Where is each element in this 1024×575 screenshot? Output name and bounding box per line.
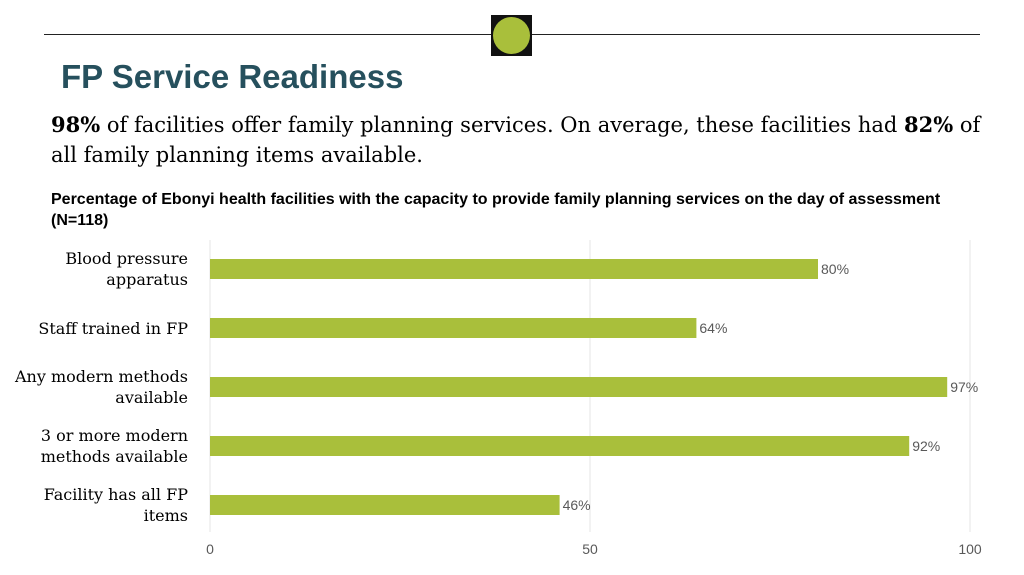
category-label: Facility has all FP items (43, 485, 188, 525)
data-label: 97% (950, 379, 978, 395)
category-label: Blood pressure apparatus (65, 249, 188, 289)
summary-text-part1: of facilities offer family planning serv… (100, 113, 904, 137)
x-tick-label: 50 (582, 541, 598, 557)
bar (210, 495, 560, 515)
x-tick-label: 100 (958, 541, 982, 557)
category-label: Staff trained in FP (38, 318, 188, 338)
bar (210, 436, 910, 456)
circle-icon (493, 17, 530, 54)
bar (210, 259, 818, 279)
x-tick-label: 0 (206, 541, 214, 557)
bar (210, 377, 948, 397)
data-label: 46% (563, 497, 591, 513)
header-rule-right (532, 34, 980, 35)
header-badge (491, 15, 532, 56)
data-label: 92% (912, 438, 940, 454)
chart-title: Percentage of Ebonyi health facilities w… (51, 191, 941, 229)
bar (210, 318, 697, 338)
summary-text: 98% of facilities offer family planning … (51, 110, 991, 170)
header-rule-left (44, 34, 492, 35)
data-label: 80% (821, 261, 849, 277)
summary-value-offer: 98% (51, 112, 101, 137)
summary-value-items: 82% (903, 112, 954, 137)
category-label: 3 or more modern methods available (40, 426, 188, 466)
category-label: Any modern methods available (15, 367, 188, 407)
summary-text-part2: of all family planning items available. (51, 113, 981, 167)
data-label: 64% (699, 320, 727, 336)
page-title: FP Service Readiness (61, 58, 404, 95)
